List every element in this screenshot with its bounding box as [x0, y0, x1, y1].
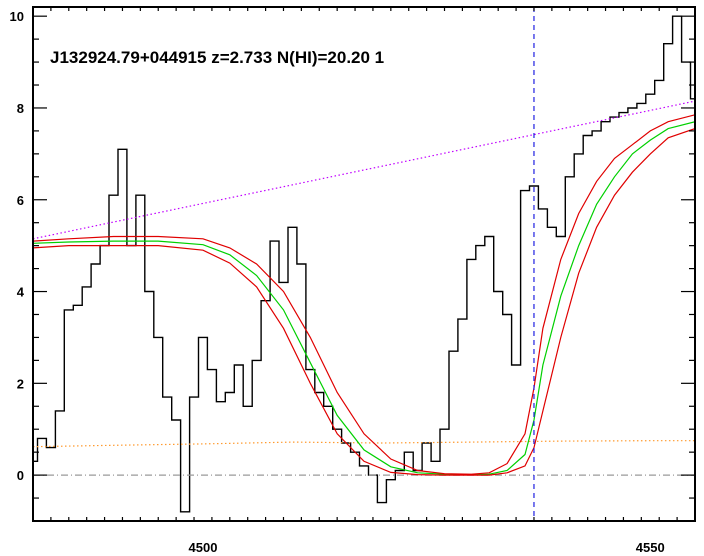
y-tick-label: 2 — [17, 376, 24, 391]
y-tick-label: 6 — [17, 193, 24, 208]
plot-frame — [32, 6, 696, 522]
y-tick-label: 0 — [17, 468, 24, 483]
series-fit-line — [33, 121, 695, 476]
series-error-line — [33, 440, 695, 448]
y-tick-label: 4 — [17, 285, 25, 300]
y-tick-label: 10 — [10, 9, 24, 24]
x-tick-label: 4500 — [189, 540, 218, 555]
y-tick-label: 8 — [17, 101, 24, 116]
series-fit_upper-line — [33, 114, 695, 475]
x-tick-label: 4550 — [636, 540, 665, 555]
chart-title: J132924.79+044915 z=2.733 N(HI)=20.20 1 — [50, 48, 384, 67]
series-flux-line — [33, 15, 695, 513]
series-fit_lower-line — [33, 128, 695, 476]
series-continuum-line — [33, 100, 695, 240]
